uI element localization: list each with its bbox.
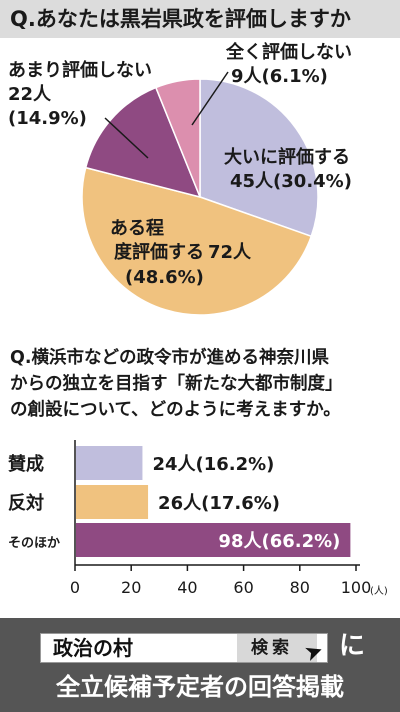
leader-line [191,71,229,126]
pie-slice-very [199,78,319,238]
x-tick-label: 80 [290,578,310,597]
pie-label-name: あまり評価しない [8,59,152,81]
x-tick-label: 20 [121,578,141,597]
x-tick-label: 60 [233,578,253,597]
pie-label-value: 45人(30.4%) [230,171,352,192]
footer-particle: に [339,631,366,661]
pie-slice-not-much [84,86,202,199]
pie-label-name: 全く評価しない [225,41,352,63]
bar-2 [76,523,351,557]
pie-label-value: (48.6%) [125,267,204,288]
bar-category-label: 賛成 [8,453,44,475]
question-2-title: Q.横浜市などの政令市が進める神奈川県 からの独立を目指す「新たな大都市制度」 … [10,345,395,423]
pie-label-value: 9人(6.1%) [231,66,328,87]
pie-chart [81,78,319,316]
pie-label-value: 72人 [208,242,252,263]
x-unit-label: (人) [370,585,388,597]
bar-value-label: 98人(66.2%) [218,531,340,552]
pie-label-name: 大いに評価する [224,146,350,168]
pie-label-name: ある程 [110,218,164,239]
question-1-title: Q.あなたは黒岩県政を評価しますか [0,0,400,38]
pie-label-name: 度評価する [114,241,204,263]
bar-1 [76,485,149,519]
bar-0 [76,446,143,480]
bar-category-label: そのほか [8,536,60,551]
x-tick-label: 0 [70,578,80,597]
leader-line [104,117,149,159]
bar-category-label: 反対 [8,492,44,514]
x-tick-label: 40 [177,578,197,597]
pie-slice-somewhat [81,166,313,316]
question-2-line: からの独立を目指す「新たな大都市制度」 [10,374,343,394]
bar-chart: 賛成 24人(16.2%) 反対 26人(17.6%) そのほか 98人(66.2%) 0 2… [8,440,388,597]
search-button[interactable]: 検索 [237,634,317,662]
bar-value-label: 24人(16.2%) [152,454,274,475]
pie-label-value: 22人 [8,84,52,105]
question-2-line: Q.横浜市などの政令市が進める神奈川県 [10,348,330,368]
question-2-line: の創設について、どのように考えますか。 [10,400,341,420]
search-input-value: 政治の村 [53,636,133,660]
x-tick-label: 100 [341,578,372,597]
footer-caption: 全立候補予定者の回答掲載 [56,673,344,701]
bar-value-label: 26人(17.6%) [158,493,280,514]
pie-slice-not-at-all [154,78,201,198]
pie-label-value: (14.9%) [8,108,87,129]
